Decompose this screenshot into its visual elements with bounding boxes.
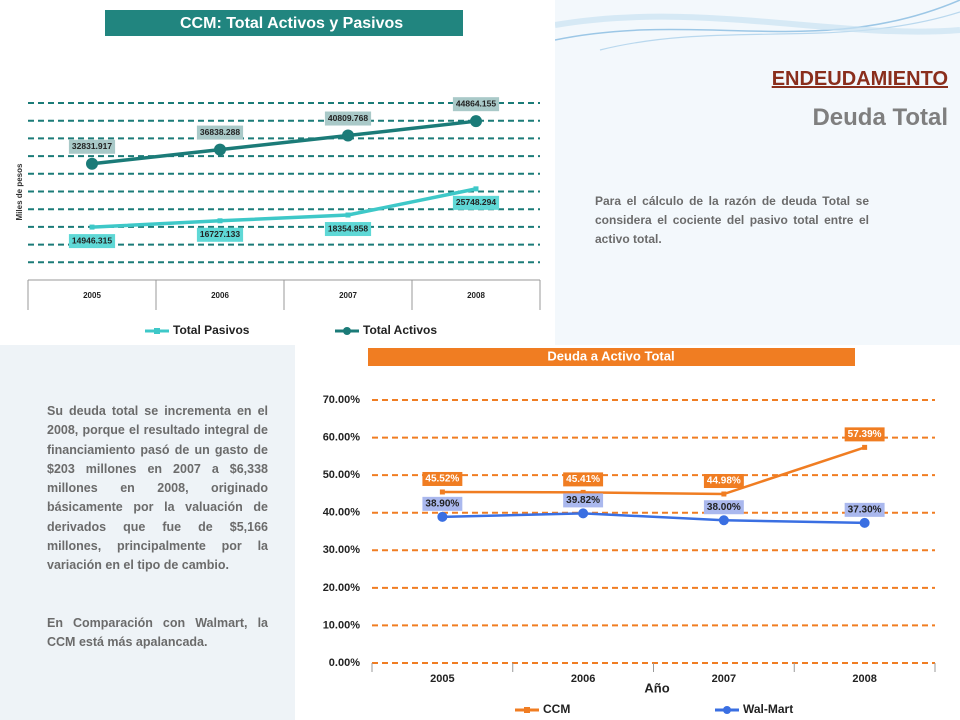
x-axis-label: Año xyxy=(644,680,669,695)
data-label: 57.39% xyxy=(848,429,882,440)
y-tick-label: 0.00% xyxy=(329,657,360,669)
y-tick-label: 40.00% xyxy=(323,507,361,519)
data-point xyxy=(217,218,223,224)
data-label: 45.52% xyxy=(425,474,459,485)
data-label: 45.41% xyxy=(566,474,600,485)
data-point xyxy=(859,517,870,528)
data-point xyxy=(437,511,448,522)
y-tick-label: 30.00% xyxy=(323,544,361,556)
data-label-box xyxy=(844,502,885,517)
chart-title-bar xyxy=(368,348,855,366)
data-point xyxy=(470,115,482,128)
legend-marker xyxy=(524,707,530,713)
y-axis-label: Miles de pesos xyxy=(15,163,24,220)
legend-label: Wal-Mart xyxy=(743,702,793,716)
chart-title-bar xyxy=(105,10,463,36)
x-tick-label: 2005 xyxy=(430,673,454,685)
data-label-box xyxy=(452,97,500,112)
data-label-box xyxy=(703,500,744,515)
decor-wave xyxy=(599,11,960,51)
data-label: 36838.288 xyxy=(200,127,240,137)
legend-marker xyxy=(723,706,731,714)
data-point xyxy=(721,491,727,497)
header-subtitle: Deuda Total xyxy=(812,104,948,131)
x-tick-label: 2005 xyxy=(83,291,101,300)
data-label-box xyxy=(196,227,244,242)
data-label: 25748.294 xyxy=(456,197,496,207)
series-line xyxy=(442,512,865,525)
analysis-text: Su deuda total se incrementa en el 2008,… xyxy=(47,404,268,573)
data-label-box xyxy=(68,139,116,154)
decor-wave xyxy=(554,13,960,35)
legend-marker xyxy=(343,327,351,335)
data-label: 37.30% xyxy=(848,504,882,515)
definition-text: Para el cálculo de la razón de deuda Tot… xyxy=(595,194,869,246)
analysis-text: En Comparación con Walmart, la CCM está … xyxy=(47,616,268,650)
legend-label: Total Pasivos xyxy=(173,323,250,337)
data-label-box xyxy=(422,471,463,486)
y-tick-label: 20.00% xyxy=(323,582,361,594)
chart-title: Deuda a Activo Total xyxy=(547,348,674,363)
data-label-box xyxy=(563,493,604,508)
data-label: 38.90% xyxy=(425,498,459,509)
data-point xyxy=(89,224,95,230)
data-label-box xyxy=(324,111,372,126)
header-background xyxy=(555,0,960,345)
x-tick-label: 2006 xyxy=(211,291,229,300)
chart-panel xyxy=(0,0,555,345)
data-label: 44.98% xyxy=(707,476,741,487)
data-label: 40809.768 xyxy=(328,113,368,123)
legend-label: CCM xyxy=(543,702,570,716)
data-label: 44864.155 xyxy=(456,98,496,108)
series-line xyxy=(91,119,477,166)
data-label-box xyxy=(452,195,500,210)
series-line xyxy=(442,446,866,496)
data-label-box xyxy=(324,222,372,237)
data-point xyxy=(342,129,354,142)
legend-label: Total Activos xyxy=(363,323,437,337)
data-point xyxy=(578,508,589,519)
data-label-box xyxy=(563,472,604,487)
data-point xyxy=(86,157,98,170)
data-label: 16727.133 xyxy=(200,229,240,239)
legend-marker xyxy=(154,328,160,334)
chart-title: CCM: Total Activos y Pasivos xyxy=(180,15,403,32)
header-title: ENDEUDAMIENTO xyxy=(771,68,948,90)
data-point xyxy=(718,515,729,526)
x-tick-label: 2007 xyxy=(339,291,357,300)
x-tick-label: 2006 xyxy=(571,673,595,685)
data-point xyxy=(473,186,479,192)
data-label-box xyxy=(844,427,885,442)
y-tick-label: 10.00% xyxy=(323,619,361,631)
data-label: 18354.858 xyxy=(328,223,368,233)
data-label: 38.00% xyxy=(707,502,741,513)
data-label-box xyxy=(68,234,116,249)
x-tick-label: 2007 xyxy=(712,673,736,685)
y-tick-label: 70.00% xyxy=(323,394,361,406)
data-point xyxy=(862,444,868,450)
data-point xyxy=(345,212,351,218)
data-point xyxy=(214,143,226,156)
data-label: 14946.315 xyxy=(72,235,112,245)
data-point xyxy=(439,489,445,495)
x-tick-label: 2008 xyxy=(852,673,876,685)
y-tick-label: 60.00% xyxy=(323,431,361,443)
chart-panel xyxy=(295,345,960,720)
data-point xyxy=(580,489,586,495)
series-line xyxy=(91,187,477,229)
x-tick-label: 2008 xyxy=(467,291,485,300)
data-label: 32831.917 xyxy=(72,141,112,151)
decor-wave xyxy=(554,0,960,41)
data-label-box xyxy=(196,125,244,140)
y-tick-label: 50.00% xyxy=(323,469,361,481)
data-label-box xyxy=(703,474,744,489)
data-label-box xyxy=(422,496,463,511)
data-label: 39.82% xyxy=(566,495,600,506)
